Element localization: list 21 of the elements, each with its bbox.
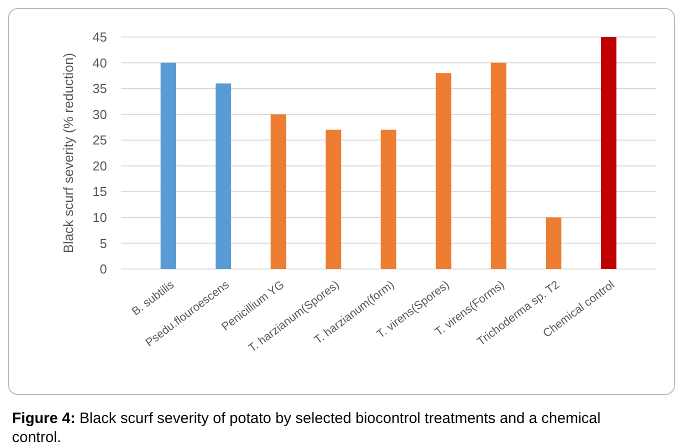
y-tick-label: 30 <box>92 106 107 122</box>
bar <box>326 130 342 269</box>
y-tick-label: 0 <box>100 262 107 277</box>
y-tick-label: 25 <box>92 132 107 148</box>
bar <box>600 37 616 269</box>
y-tick-label: 5 <box>100 236 107 251</box>
y-tick-label: 35 <box>92 81 107 96</box>
y-tick-label: 45 <box>92 30 107 45</box>
bar <box>216 83 232 269</box>
y-tick-label: 10 <box>92 210 107 225</box>
bar <box>436 73 452 269</box>
bar <box>380 130 396 269</box>
bar <box>546 217 562 269</box>
y-tick-label: 15 <box>92 184 107 200</box>
bar <box>490 62 506 269</box>
y-axis-title: Black scurf severity (% reduction) <box>61 52 76 254</box>
bar <box>160 62 176 269</box>
text: Figure 4: Black scurf severity of potato by selected biocontrol treatments and a chemical control. <box>12 410 601 446</box>
y-tick-label: 20 <box>92 158 107 174</box>
bar <box>270 114 286 269</box>
y-tick-label: 40 <box>92 55 107 70</box>
